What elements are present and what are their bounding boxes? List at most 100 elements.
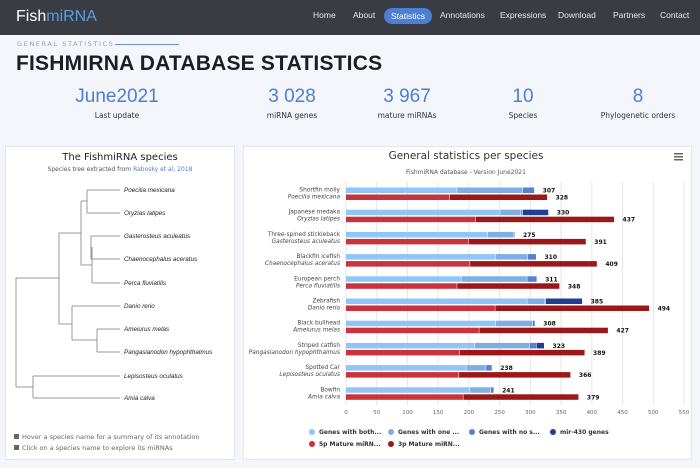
bar-segment[interactable]: [449, 194, 548, 201]
category-common-name[interactable]: Zebrafish: [313, 299, 341, 305]
category-common-name[interactable]: Spotted Car: [305, 365, 340, 371]
bar-segment[interactable]: [346, 238, 469, 245]
nav-download[interactable]: Download: [558, 10, 596, 20]
bar-segment[interactable]: [346, 298, 527, 305]
bar-segment[interactable]: [346, 320, 496, 327]
bar-segment[interactable]: [470, 387, 491, 393]
category-species-name[interactable]: Gasterosteus aculeatus: [272, 239, 340, 245]
bar-segment[interactable]: [487, 231, 514, 238]
bar-segment[interactable]: [463, 394, 579, 400]
bar-segment[interactable]: [470, 261, 597, 267]
species-leaf-label[interactable]: Oryzias latipes: [124, 210, 166, 217]
bar-segment[interactable]: [536, 342, 544, 349]
category-common-name[interactable]: Japanese medaka: [288, 210, 341, 216]
species-leaf-label[interactable]: Perca fluviatilis: [124, 280, 167, 287]
legend-item[interactable]: Genes with one ...: [388, 429, 459, 436]
bar-segment[interactable]: [346, 194, 450, 201]
legend-item[interactable]: 3p Mature miRN...: [388, 441, 460, 448]
bar-segment[interactable]: [500, 209, 521, 216]
bar-segment[interactable]: [513, 231, 515, 238]
bar-segment[interactable]: [461, 276, 527, 282]
bar-segment[interactable]: [346, 372, 459, 378]
legend-item[interactable]: Genes with both...: [309, 429, 381, 436]
bar-segment[interactable]: [457, 187, 523, 194]
bar-segment[interactable]: [468, 238, 586, 245]
category-common-name[interactable]: Blackfin icefish: [296, 254, 340, 260]
bar-segment[interactable]: [346, 216, 476, 223]
category-species-name[interactable]: Amia calva: [307, 394, 340, 400]
category-species-name[interactable]: Oryzias latipes: [297, 217, 340, 223]
bar-segment[interactable]: [346, 365, 466, 371]
species-leaf-label[interactable]: Pangasianodon hypophthalmus: [124, 349, 213, 356]
bar-segment[interactable]: [346, 342, 475, 349]
species-leaf-label[interactable]: Poecilia mexicana: [124, 187, 175, 194]
bar-segment[interactable]: [522, 209, 549, 216]
bar-segment[interactable]: [491, 387, 494, 393]
legend-item[interactable]: mir-430 genes: [550, 429, 609, 436]
nav-statistics[interactable]: Statistics: [384, 8, 433, 24]
bar-segment[interactable]: [346, 394, 463, 400]
bar-segment[interactable]: [475, 216, 615, 223]
bar-segment[interactable]: [486, 365, 492, 371]
bar-segment[interactable]: [346, 187, 457, 194]
nav-partners[interactable]: Partners: [613, 10, 646, 20]
nav-annotations[interactable]: Annotations: [440, 10, 485, 20]
bar-segment[interactable]: [346, 231, 488, 238]
species-leaf-label[interactable]: Danio rerio: [124, 303, 155, 310]
bar-segment[interactable]: [459, 372, 571, 378]
bar-segment[interactable]: [527, 276, 537, 282]
rabosky-link[interactable]: Rabosky et al, 2018: [133, 166, 193, 173]
nav-home[interactable]: Home: [313, 10, 336, 20]
category-species-name[interactable]: Ameiurus melas: [292, 328, 340, 334]
category-species-name[interactable]: Pangasianodon hypophthalmus: [249, 350, 340, 356]
nav-expressions[interactable]: Expressions: [500, 10, 547, 20]
bar-segment[interactable]: [545, 298, 583, 305]
legend-item[interactable]: Genes with no s...: [469, 429, 540, 436]
bar-segment[interactable]: [459, 349, 585, 356]
species-leaf-label[interactable]: Amia calva: [123, 395, 155, 402]
bar-segment[interactable]: [346, 209, 500, 216]
category-species-name[interactable]: Poecilia mexicana: [288, 195, 341, 201]
category-species-name[interactable]: Danio rerio: [308, 306, 341, 312]
bar-segment[interactable]: [532, 320, 535, 327]
bar-segment[interactable]: [527, 298, 545, 305]
bar-segment[interactable]: [346, 349, 460, 356]
bar-segment[interactable]: [527, 254, 537, 260]
bar-segment[interactable]: [495, 320, 533, 327]
category-species-name[interactable]: Chaenocephalus aceratus: [265, 261, 340, 267]
bar-segment[interactable]: [457, 283, 560, 289]
species-leaf-label[interactable]: Ameiurus melas: [123, 326, 170, 333]
category-common-name[interactable]: Bowfin: [320, 387, 340, 393]
bar-segment[interactable]: [529, 342, 537, 349]
logo[interactable]: FishmiRNA: [16, 8, 97, 26]
species-leaf-label[interactable]: Lepisosteus oculatus: [124, 373, 184, 380]
bar-segment[interactable]: [522, 187, 535, 194]
category-species-name[interactable]: Perca fluviatilis: [296, 283, 340, 289]
bar-segment[interactable]: [466, 365, 486, 371]
legend-item[interactable]: 5p Mature miRN...: [309, 441, 381, 448]
hamburger-menu-icon[interactable]: [674, 153, 683, 161]
category-common-name[interactable]: Three-spined stickleback: [267, 232, 341, 238]
bar-segment[interactable]: [346, 276, 462, 282]
bar-segment[interactable]: [479, 327, 608, 334]
bar-segment[interactable]: [346, 305, 495, 312]
species-leaf-label[interactable]: Gasterosteus aculeatus: [124, 233, 191, 240]
bar-segment[interactable]: [346, 261, 470, 267]
category-common-name[interactable]: Shortfin molly: [299, 188, 340, 194]
bar-segment[interactable]: [346, 327, 479, 334]
bar-segment[interactable]: [495, 254, 528, 260]
nav-contact[interactable]: Contact: [660, 10, 690, 20]
bar-total-label: 310: [545, 254, 558, 261]
bar-segment[interactable]: [346, 283, 457, 289]
category-common-name[interactable]: Striped catfish: [298, 343, 340, 349]
nav-about[interactable]: About: [353, 10, 376, 20]
category-species-name[interactable]: Lepisosteus oculatus: [279, 372, 340, 378]
bar-segment[interactable]: [346, 387, 470, 393]
bar-segment[interactable]: [521, 209, 523, 216]
species-leaf-label[interactable]: Chaenocephalus aceratus: [124, 256, 198, 263]
category-common-name[interactable]: Black bullhead: [297, 321, 340, 327]
bar-segment[interactable]: [475, 342, 530, 349]
bar-segment[interactable]: [346, 254, 496, 260]
bar-segment[interactable]: [495, 305, 650, 312]
category-common-name[interactable]: European perch: [294, 276, 340, 282]
